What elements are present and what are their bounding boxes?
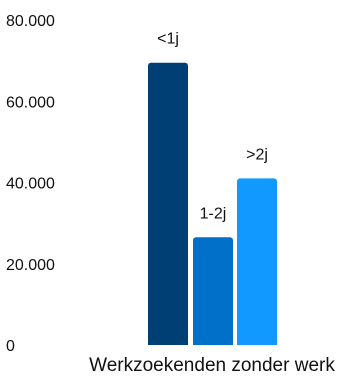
bar [193,237,233,345]
bar-data-label: 1-2j [200,205,227,222]
y-tick-label: 80.000 [6,13,55,30]
bar-data-label: <1j [157,31,179,48]
bar [237,178,277,345]
y-tick-label: 0 [6,338,15,355]
bar-group [148,62,277,345]
x-category-label: Werkzoekenden zonder werk [89,355,335,376]
y-tick-label: 20.000 [6,257,55,274]
y-tick-label: 60.000 [6,94,55,111]
y-tick-label: 40.000 [6,176,55,193]
bar-data-label: >2j [246,146,268,163]
bar-labels: <1j 1-2j >2j [157,31,268,223]
y-axis-ticks: 0 20.000 40.000 60.000 80.000 [6,13,55,355]
bar [148,62,188,345]
